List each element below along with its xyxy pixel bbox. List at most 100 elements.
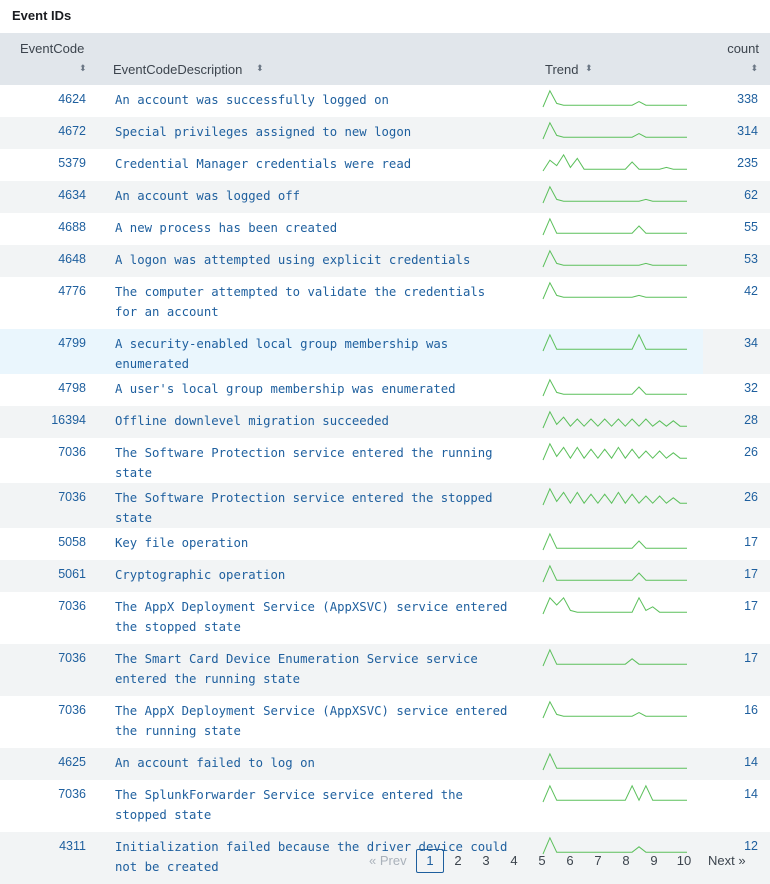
event-code-cell[interactable]: 4688 [58,220,86,234]
trend-cell[interactable] [533,528,703,560]
trend-cell[interactable] [533,748,703,780]
count-cell[interactable]: 14 [744,787,758,801]
event-description-cell[interactable]: Credential Manager credentials were read [115,157,412,171]
count-cell[interactable]: 32 [744,381,758,395]
event-code-cell[interactable]: 4798 [58,381,86,395]
event-description-cell[interactable]: An account failed to log on [115,756,315,770]
trend-cell[interactable] [533,181,703,213]
count-cell[interactable]: 17 [744,567,758,581]
event-description-cell[interactable]: The Smart Card Device Enumeration Servic… [115,652,478,686]
page-button-3[interactable]: 3 [482,853,490,868]
event-code-cell[interactable]: 5379 [58,156,86,170]
column-header-trend[interactable]: Trend ⬍ [533,33,703,85]
table-row[interactable]: 4798 A user's local group membership was … [0,374,770,406]
event-code-cell[interactable]: 4311 [59,839,86,853]
count-cell[interactable]: 12 [744,839,758,853]
trend-cell[interactable] [533,483,703,528]
trend-cell[interactable] [533,780,703,832]
event-description-cell[interactable]: The Software Protection service entered … [115,446,493,480]
trend-cell[interactable] [533,696,703,748]
trend-cell[interactable] [533,592,703,644]
page-button-4[interactable]: 4 [510,853,518,868]
trend-cell[interactable] [533,117,703,149]
count-cell[interactable]: 26 [744,490,758,504]
event-description-cell[interactable]: A user's local group membership was enum… [115,382,456,396]
event-code-cell[interactable]: 16394 [51,413,86,427]
table-row[interactable]: 7036 The Software Protection service ente… [0,483,770,528]
event-description-cell[interactable]: An account was logged off [115,189,301,203]
event-description-cell[interactable]: A new process has been created [115,221,338,235]
page-button-9[interactable]: 9 [650,853,658,868]
count-cell[interactable]: 16 [744,703,758,717]
count-cell[interactable]: 62 [744,188,758,202]
table-row[interactable]: 7036 The Software Protection service ente… [0,438,770,483]
trend-cell[interactable] [533,149,703,181]
event-description-cell[interactable]: Key file operation [115,536,249,550]
event-description-cell[interactable]: Offline downlevel migration succeeded [115,414,389,428]
table-row[interactable]: 5058 Key file operation 17 [0,528,770,560]
table-row[interactable]: 5379 Credential Manager credentials were … [0,149,770,181]
event-code-cell[interactable]: 7036 [58,490,86,504]
table-row[interactable]: 5061 Cryptographic operation 17 [0,560,770,592]
trend-cell[interactable] [533,406,703,438]
table-row[interactable]: 4625 An account failed to log on 14 [0,748,770,780]
page-button-2[interactable]: 2 [454,853,462,868]
event-description-cell[interactable]: An account was successfully logged on [115,93,389,107]
sort-icon[interactable]: ⬍ [256,63,264,73]
event-code-cell[interactable]: 5061 [58,567,86,581]
count-cell[interactable]: 42 [744,284,758,298]
count-cell[interactable]: 26 [744,445,758,459]
table-row[interactable]: 4799 A security-enabled local group membe… [0,329,770,374]
event-description-cell[interactable]: The AppX Deployment Service (AppXSVC) se… [115,704,508,738]
event-code-cell[interactable]: 4625 [58,755,86,769]
event-description-cell[interactable]: Initialization failed because the driver… [115,840,508,874]
event-code-cell[interactable]: 7036 [58,703,86,717]
event-description-cell[interactable]: The Software Protection service entered … [115,491,493,525]
count-cell[interactable]: 235 [737,156,758,170]
trend-cell[interactable] [533,277,703,329]
count-cell[interactable]: 314 [737,124,758,138]
event-description-cell[interactable]: A logon was attempted using explicit cre… [115,253,471,267]
column-header-eventcodedescription[interactable]: EventCodeDescription ⬍ [102,33,533,85]
sort-icon[interactable]: ⬍ [585,63,593,73]
count-cell[interactable]: 338 [737,92,758,106]
trend-cell[interactable] [533,85,703,117]
event-code-cell[interactable]: 4634 [58,188,86,202]
sort-icon[interactable]: ⬍ [750,63,758,73]
trend-cell[interactable] [533,329,703,374]
sort-icon[interactable]: ⬍ [79,63,87,73]
table-row[interactable]: 4776 The computer attempted to validate t… [0,277,770,329]
trend-cell[interactable] [533,213,703,245]
event-description-cell[interactable]: A security-enabled local group membershi… [102,329,533,374]
event-code-cell[interactable]: 4776 [58,284,86,298]
count-cell[interactable]: 17 [744,535,758,549]
event-code-cell[interactable]: 4648 [58,252,86,266]
event-description-cell[interactable]: The AppX Deployment Service (AppXSVC) se… [115,600,508,634]
table-row[interactable]: 4672 Special privileges assigned to new l… [0,117,770,149]
event-description-cell[interactable]: Cryptographic operation [115,568,286,582]
event-code-cell[interactable]: 4624 [58,92,86,106]
table-row[interactable]: 4624 An account was successfully logged o… [0,85,770,117]
page-button-6[interactable]: 6 [566,853,574,868]
table-row[interactable]: 4648 A logon was attempted using explicit… [0,245,770,277]
event-code-cell[interactable]: 7036 [58,445,86,459]
table-row[interactable]: 7036 The SplunkForwarder Service service … [0,780,770,832]
event-description-cell[interactable]: The computer attempted to validate the c… [115,285,486,319]
trend-cell[interactable] [533,438,703,483]
event-code-cell[interactable]: 4799 [0,329,102,374]
trend-cell[interactable] [533,644,703,696]
page-button-5[interactable]: 5 [538,853,546,868]
table-row[interactable]: 4311 Initialization failed because the dr… [0,832,770,884]
table-row[interactable]: 4634 An account was logged off 62 [0,181,770,213]
count-cell[interactable]: 17 [744,651,758,665]
page-button-8[interactable]: 8 [622,853,630,868]
table-row[interactable]: 7036 The Smart Card Device Enumeration Se… [0,644,770,696]
table-row[interactable]: 4688 A new process has been created 55 [0,213,770,245]
count-cell[interactable]: 34 [744,336,758,350]
trend-cell[interactable] [533,374,703,406]
count-cell[interactable]: 55 [744,220,758,234]
table-row[interactable]: 16394 Offline downlevel migration succeed… [0,406,770,438]
trend-cell[interactable] [533,245,703,277]
event-code-cell[interactable]: 7036 [58,787,86,801]
count-cell[interactable]: 14 [744,755,758,769]
